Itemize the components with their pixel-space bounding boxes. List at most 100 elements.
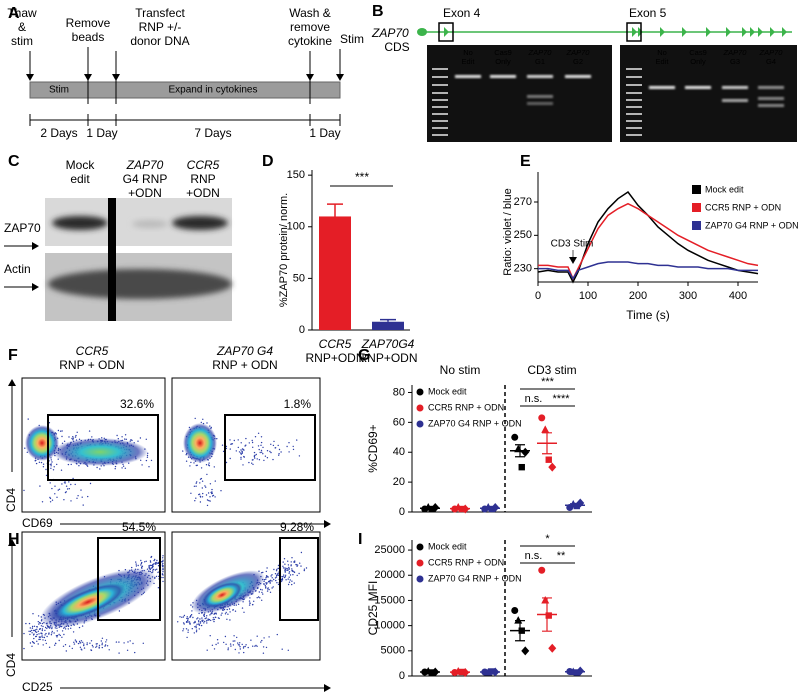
dot: [548, 462, 557, 472]
event-dot: [72, 631, 75, 633]
event-dot: [240, 442, 242, 444]
exon-label: Exon 4: [443, 6, 481, 20]
event-dot: [268, 588, 270, 591]
event-dot: [230, 443, 233, 445]
gel-band: [565, 75, 591, 78]
legend-marker: [416, 420, 424, 428]
event-dot: [265, 583, 268, 585]
dot: [538, 414, 546, 422]
event-dot: [305, 567, 308, 569]
gel-band: [722, 86, 748, 89]
exon: [758, 27, 763, 37]
event-dot: [44, 639, 47, 642]
segment-label: Expand in cytokines: [169, 85, 258, 96]
event-dot: [267, 576, 269, 578]
event-dot: [269, 450, 271, 453]
lane-label: Cas9: [689, 48, 707, 57]
event-dot: [73, 643, 76, 645]
ladder-band: [432, 113, 448, 115]
event-dot: [244, 445, 246, 447]
event-dot: [258, 591, 260, 593]
event-dot: [98, 644, 101, 647]
legend-marker: [416, 575, 424, 583]
lane-label: ZAP70: [723, 48, 748, 57]
event-dot: [199, 501, 202, 503]
ladder-band: [432, 99, 448, 101]
event-dot: [261, 589, 263, 591]
event-dot: [82, 504, 84, 506]
event-dot: [198, 493, 200, 496]
event-dot: [229, 611, 231, 613]
lane-label: ZAP70: [566, 48, 591, 57]
event-dot: [288, 442, 290, 444]
error-bar: [425, 671, 435, 673]
event-dot: [232, 609, 234, 611]
event-dot: [114, 468, 116, 470]
event-dot: [196, 623, 198, 625]
ladder-band: [432, 134, 448, 136]
event-dot: [269, 582, 271, 584]
event-dot: [239, 648, 241, 650]
event-dot: [263, 583, 265, 585]
event-dot: [248, 600, 251, 602]
event-label: RNP +/-: [139, 20, 182, 34]
event-dot: [31, 641, 34, 643]
event-dot: [51, 630, 53, 633]
y-axis-label: %CD69+: [366, 424, 380, 472]
group-label: CD3 stim: [527, 363, 576, 377]
event-dot: [217, 642, 219, 644]
error-bar: [425, 507, 435, 510]
event-dot: [260, 436, 263, 438]
ladder-band: [626, 127, 642, 129]
event-dot: [255, 453, 257, 456]
duration-label: 2 Days: [40, 126, 77, 140]
event-dot: [200, 621, 202, 623]
flow-title: RNP + ODN: [212, 358, 277, 372]
event-dot: [68, 436, 70, 438]
event-dot: [153, 559, 155, 562]
event-dot: [234, 640, 236, 642]
y-tick-label: 10000: [374, 620, 405, 632]
event-dot: [91, 644, 94, 647]
event-dot: [42, 625, 44, 628]
event-dot: [182, 628, 185, 630]
significance-label: n.s.: [525, 393, 543, 405]
gate: [47, 414, 159, 481]
gene-name: ZAP70: [371, 26, 409, 40]
event-dot: [32, 641, 35, 644]
event-dot: [95, 643, 98, 645]
y-tick-label: 230: [514, 263, 532, 275]
event-dot: [56, 627, 58, 629]
event-dot: [195, 464, 197, 467]
panel-letter: C: [8, 153, 20, 170]
event-dot: [265, 575, 268, 577]
event-dot: [187, 617, 189, 620]
flow-title: RNP + ODN: [59, 358, 124, 372]
event-dot: [254, 436, 257, 438]
event-dot: [194, 620, 196, 623]
event-dot: [41, 501, 44, 503]
event-dot: [252, 645, 254, 647]
event-dot: [193, 632, 195, 634]
event-dot: [53, 466, 55, 468]
event-dot: [89, 482, 92, 485]
event-dot: [287, 578, 289, 580]
y-tick-label: 60: [393, 416, 405, 428]
x-tick-label: RNP+ODN: [305, 351, 364, 365]
event-dot: [296, 565, 298, 567]
event-dot: [186, 617, 188, 620]
event-dot: [273, 568, 275, 571]
dot: [511, 607, 519, 615]
event-dot: [284, 568, 286, 570]
event-dot: [220, 614, 222, 616]
event-dot: [80, 489, 82, 491]
event-dot: [39, 622, 41, 624]
event-dot: [195, 631, 198, 633]
blot-row-label: Actin: [4, 262, 31, 276]
event-dot: [195, 485, 197, 487]
event-dot: [276, 633, 278, 636]
event-dot: [121, 436, 123, 438]
event-dot: [240, 456, 242, 459]
ladder-band: [432, 106, 448, 108]
gate: [97, 537, 161, 621]
